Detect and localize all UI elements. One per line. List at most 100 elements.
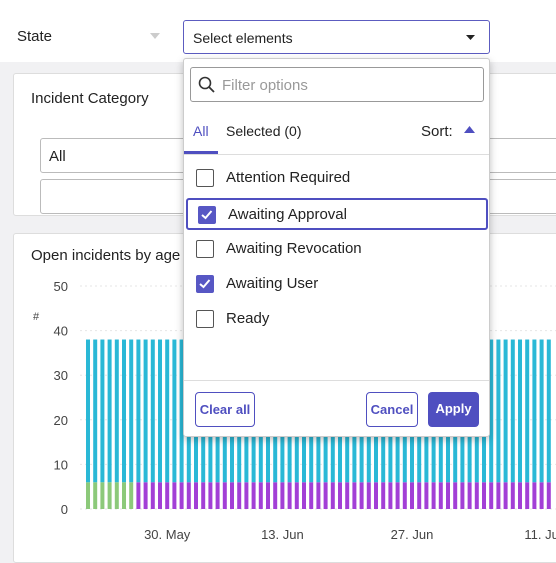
option[interactable]: Ready xyxy=(186,304,488,336)
bar-segment xyxy=(352,482,357,509)
x-tick-label: 27. Jun xyxy=(391,527,434,542)
sort-label[interactable]: Sort: xyxy=(421,123,453,140)
bar-segment xyxy=(417,482,422,509)
y-tick-label: 50 xyxy=(54,279,68,294)
bar-segment xyxy=(503,482,508,509)
option[interactable]: Awaiting Approval xyxy=(186,198,488,231)
bar-segment xyxy=(129,482,134,509)
option-label: Awaiting Revocation xyxy=(226,239,362,257)
clear-button[interactable]: Clear all xyxy=(195,392,255,427)
option-label: Awaiting User xyxy=(226,274,319,292)
bar-segment xyxy=(424,482,429,509)
bar-segment xyxy=(381,482,386,509)
bar-segment xyxy=(402,482,407,509)
bar-segment xyxy=(143,339,148,483)
y-tick-label: 10 xyxy=(54,457,68,472)
tab[interactable]: All xyxy=(193,123,209,139)
checkbox[interactable] xyxy=(196,310,214,329)
chart-title: Open incidents by age xyxy=(31,247,180,264)
bar-segment xyxy=(165,339,170,483)
bar-segment xyxy=(179,339,184,483)
bar-segment xyxy=(208,482,213,509)
bar-segment xyxy=(251,482,256,509)
bar-segment xyxy=(395,482,400,509)
bar-segment xyxy=(546,482,551,509)
bar-segment xyxy=(374,482,378,509)
bar-segment xyxy=(482,482,486,509)
bar-segment xyxy=(532,339,537,483)
bar-segment xyxy=(136,339,141,483)
bar-segment xyxy=(143,482,148,509)
y-tick-label: 40 xyxy=(54,324,68,339)
option-label: Ready xyxy=(226,310,270,328)
apply-button[interactable]: Apply xyxy=(428,392,479,427)
check-mark xyxy=(199,279,211,289)
bar-segment xyxy=(172,482,177,509)
bar-segment xyxy=(280,482,285,509)
bar-segment xyxy=(150,482,155,509)
cancel-button[interactable]: Cancel xyxy=(366,392,418,427)
checkbox[interactable] xyxy=(196,239,214,258)
bar-segment xyxy=(158,339,162,483)
bar-segment xyxy=(438,482,443,509)
checkbox[interactable] xyxy=(196,169,214,187)
state-select[interactable]: Select elements xyxy=(183,20,490,54)
bar-segment xyxy=(100,482,105,509)
bar-segment xyxy=(496,339,501,483)
bar-segment xyxy=(510,339,515,483)
bar-segment xyxy=(129,339,134,483)
bar-segment xyxy=(453,482,458,509)
option[interactable]: Attention Required xyxy=(186,163,488,195)
bar-segment xyxy=(489,339,494,483)
bar-segment xyxy=(93,339,98,483)
bar-segment xyxy=(114,339,119,483)
placeholder: Filter options xyxy=(222,77,308,94)
bar-segment xyxy=(294,482,299,509)
y-axis-label: # xyxy=(33,311,40,323)
state-label: State xyxy=(17,28,53,45)
bar-segment xyxy=(100,339,105,483)
bar-segment xyxy=(244,482,249,509)
bar-segment xyxy=(107,339,112,483)
y-tick-label: 30 xyxy=(54,368,68,383)
bar-segment xyxy=(215,482,220,509)
filter-bar: State Select elements xyxy=(0,0,556,62)
sort-icon[interactable] xyxy=(464,126,475,133)
x-tick-label: 13. Jun xyxy=(261,527,304,542)
bar-segment xyxy=(107,482,112,509)
filter-input[interactable]: Filter options xyxy=(190,67,484,102)
bar-segment xyxy=(122,482,126,509)
bar-segment xyxy=(539,339,544,483)
tab[interactable]: Selected (0) xyxy=(226,123,302,139)
option[interactable]: Awaiting Revocation xyxy=(186,234,488,266)
bar-segment xyxy=(316,482,321,509)
bar-segment xyxy=(338,482,342,509)
bar-segment xyxy=(388,482,393,509)
check-mark xyxy=(201,210,213,220)
checkbox[interactable] xyxy=(198,206,216,225)
bar-segment xyxy=(323,482,328,509)
option[interactable]: Awaiting User xyxy=(186,269,488,301)
bar-segment xyxy=(359,482,364,509)
bar-segment xyxy=(330,482,335,509)
y-tick-label: 20 xyxy=(54,413,68,428)
bar-segment xyxy=(539,482,544,509)
bar-segment xyxy=(431,482,436,509)
checkbox[interactable] xyxy=(196,274,214,293)
select-text: All xyxy=(49,148,66,165)
dropdown: Filter options All Selected (0) Sort: At… xyxy=(183,58,490,437)
bar-segment xyxy=(114,482,119,509)
bar-segment xyxy=(467,482,472,509)
bar-segment xyxy=(237,482,242,509)
bar-segment xyxy=(136,482,141,509)
tab-underline xyxy=(184,151,218,154)
bar-segment xyxy=(489,482,494,509)
bar-segment xyxy=(410,482,414,509)
bar-segment xyxy=(273,482,278,509)
bar-segment xyxy=(165,482,170,509)
bar-segment xyxy=(532,482,537,509)
bar-segment xyxy=(194,482,198,509)
select-text: Select elements xyxy=(193,30,293,46)
bar-segment xyxy=(460,482,465,509)
bar-segment xyxy=(518,482,522,509)
